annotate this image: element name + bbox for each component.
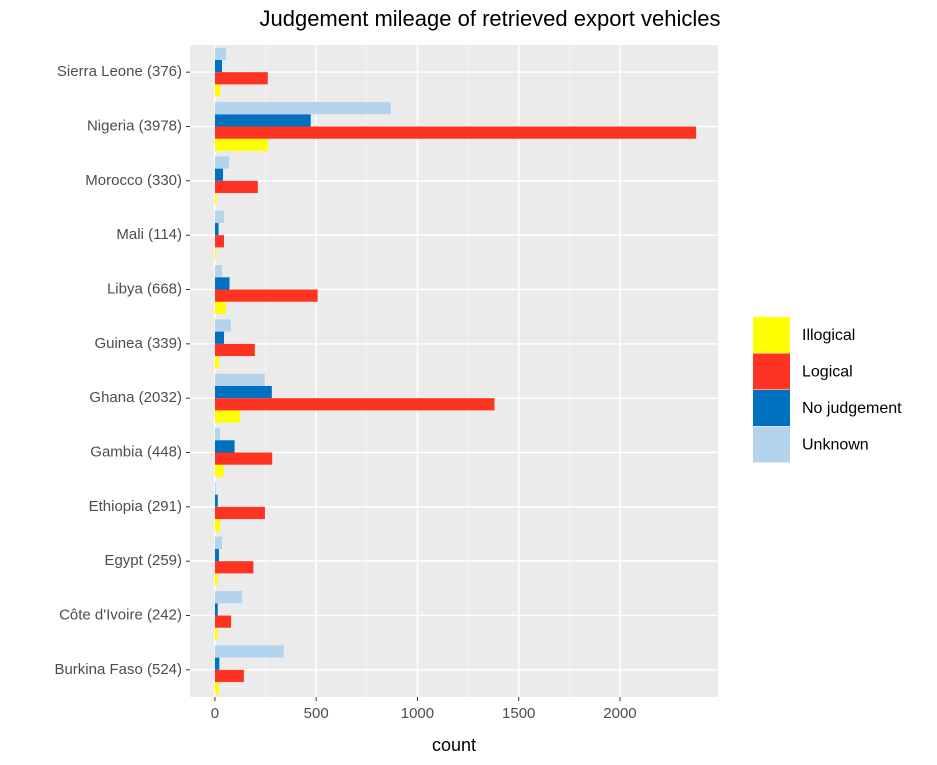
bar (214, 373, 265, 386)
bar (214, 156, 230, 169)
legend-key (753, 317, 790, 353)
bar (214, 591, 243, 604)
y-tick-label: Nigeria (3978) (87, 117, 182, 134)
x-tick-label: 1000 (401, 705, 434, 722)
y-tick-label: Mali (114) (116, 226, 182, 243)
x-tick-label: 500 (304, 705, 329, 722)
bar (214, 428, 220, 441)
bar (214, 138, 268, 151)
bar (214, 398, 495, 411)
bar (214, 72, 268, 85)
y-tick-label: Gambia (448) (90, 443, 182, 460)
y-tick-label: Libya (668) (107, 280, 182, 297)
bar (214, 536, 222, 549)
legend-key (753, 426, 790, 463)
bar (214, 59, 222, 73)
y-tick-label: Sierra Leone (376) (57, 63, 182, 80)
bar (214, 464, 224, 477)
bar (214, 102, 391, 115)
y-tick-label: Egypt (259) (104, 552, 182, 569)
bar (214, 114, 311, 127)
bar (214, 519, 220, 532)
legend-label: Illogical (802, 327, 855, 344)
bar (214, 410, 241, 423)
x-tick-label: 1500 (502, 705, 535, 722)
bar (214, 235, 225, 248)
bar (214, 627, 218, 640)
legend-key (753, 353, 790, 390)
y-tick-label: Côte d'Ivoire (242) (59, 606, 182, 623)
bar (214, 356, 219, 369)
y-tick-label: Burkina Faso (524) (54, 661, 182, 678)
y-tick-label: Ethiopia (291) (89, 498, 182, 515)
bar (214, 210, 225, 223)
bar (214, 343, 255, 357)
bar (214, 265, 222, 278)
bar (214, 289, 318, 302)
y-tick-label: Morocco (330) (85, 172, 182, 189)
bar (214, 222, 219, 236)
x-tick-label: 2000 (603, 705, 636, 722)
x-tick-label: 0 (211, 705, 219, 722)
bar (214, 331, 225, 344)
bar (214, 561, 254, 574)
bar (214, 548, 219, 562)
legend-key (753, 390, 790, 426)
bar (214, 506, 265, 520)
bar (214, 452, 273, 465)
bar (214, 615, 232, 628)
bar (214, 168, 224, 181)
y-tick-label: Ghana (2032) (89, 389, 182, 406)
legend-label: No judgement (802, 400, 902, 417)
bar (214, 126, 697, 139)
bar (214, 657, 220, 670)
bar (214, 494, 218, 507)
plot-background (190, 45, 718, 697)
bar (214, 247, 217, 260)
legend-label: Logical (802, 364, 853, 381)
bar (214, 482, 216, 495)
bar (214, 301, 226, 314)
bar (214, 84, 220, 97)
bar (214, 573, 218, 586)
bar (214, 603, 218, 616)
y-tick-label: Guinea (339) (94, 335, 182, 352)
bar (214, 180, 258, 194)
bar (214, 669, 244, 683)
bar (214, 682, 219, 695)
chart-title: Judgement mileage of retrieved export ve… (259, 6, 720, 31)
bar (214, 193, 217, 206)
bar (214, 47, 227, 60)
bar (214, 277, 230, 290)
legend-label: Unknown (802, 437, 869, 454)
x-axis-label: count (432, 735, 476, 755)
bar (214, 319, 231, 332)
bar (214, 440, 235, 453)
bar (214, 385, 272, 399)
bar (214, 645, 284, 658)
